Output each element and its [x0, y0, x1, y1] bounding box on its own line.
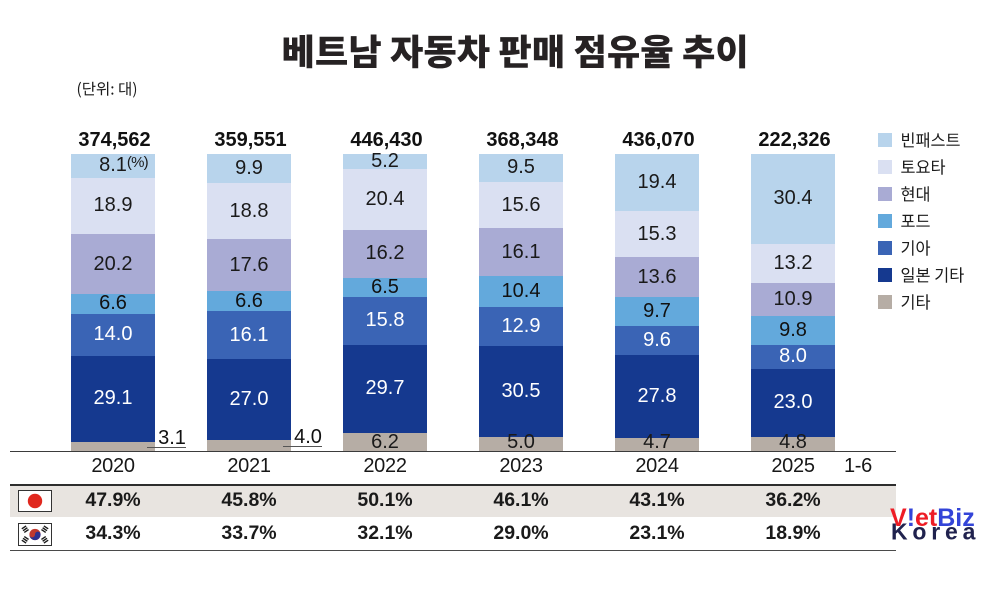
svg-text:V!etBiz: V!etBiz: [890, 504, 975, 532]
svg-text:Korea: Korea: [891, 519, 980, 545]
